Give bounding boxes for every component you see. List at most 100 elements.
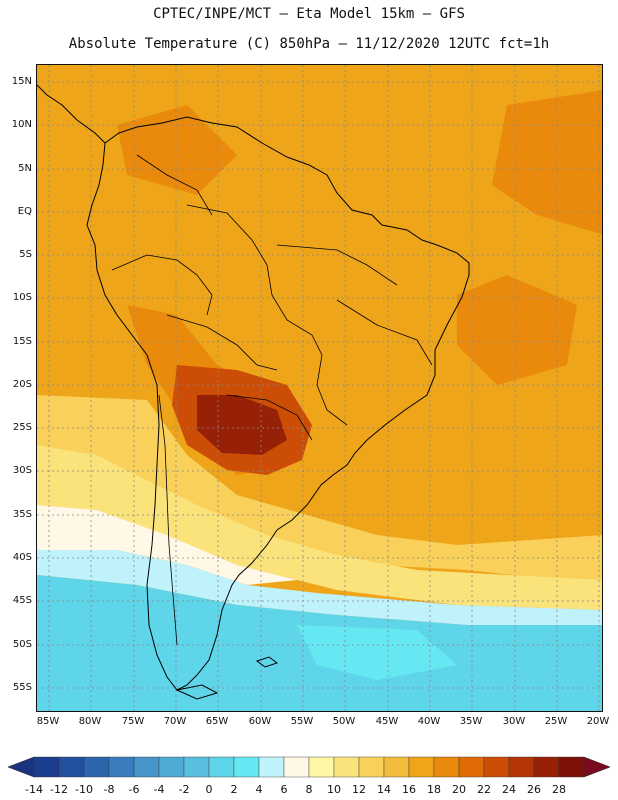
colorbar-label: 2 xyxy=(230,783,238,796)
colorbar-swatch xyxy=(533,756,560,778)
colorbar-label: 10 xyxy=(327,783,341,796)
lat-label-25s: 25S xyxy=(12,422,32,433)
lon-label-25w: 25W xyxy=(544,716,568,727)
lon-label-75w: 75W xyxy=(121,716,145,727)
lat-label-20s: 20S xyxy=(12,379,32,390)
lat-label-15n: 15N xyxy=(11,76,32,87)
lat-label-50s: 50S xyxy=(12,639,32,650)
colorbar-swatch xyxy=(58,756,85,778)
colorbar-swatch xyxy=(433,756,460,778)
peru-border xyxy=(111,254,213,316)
field-hottest-core xyxy=(197,395,287,455)
colorbar-label: 4 xyxy=(255,783,263,796)
colorbar-label: -2 xyxy=(178,783,190,796)
coastlines xyxy=(37,84,470,700)
lon-label-80w: 80W xyxy=(78,716,102,727)
field-cool-band xyxy=(37,445,602,610)
colorbar-swatch xyxy=(483,756,510,778)
colorbar-label: 24 xyxy=(502,783,516,796)
colorbar-swatch xyxy=(358,756,385,778)
central-america-coast xyxy=(37,84,106,144)
colorbar-label: 14 xyxy=(377,783,391,796)
colorbar-swatch xyxy=(558,756,585,778)
colorbar-label: 0 xyxy=(205,783,213,796)
colorbar-swatch xyxy=(133,756,160,778)
lon-label-55w: 55W xyxy=(290,716,314,727)
colorbar-swatch xyxy=(508,756,535,778)
colorbar-swatch xyxy=(333,756,360,778)
lon-label-50w: 50W xyxy=(332,716,356,727)
andes-border xyxy=(158,394,178,646)
colorbar-label: 28 xyxy=(552,783,566,796)
lat-label-55s: 55S xyxy=(12,682,32,693)
field-pale-cyan xyxy=(37,550,602,625)
state-border-1 xyxy=(276,244,398,286)
lon-label-30w: 30W xyxy=(502,716,526,727)
color-scale-bar xyxy=(8,756,610,778)
colorbar-label: 18 xyxy=(427,783,441,796)
temperature-map xyxy=(36,64,603,712)
lon-label-65w: 65W xyxy=(205,716,229,727)
colorbar-swatches xyxy=(33,756,585,778)
bolivia-border xyxy=(166,314,278,371)
colorbar-swatch xyxy=(383,756,410,778)
lat-label-15s: 15S xyxy=(12,336,32,347)
colorbar-label: -12 xyxy=(50,783,68,796)
lat-label-10n: 10N xyxy=(11,119,32,130)
colorbar-label: 22 xyxy=(477,783,491,796)
lat-label-40s: 40S xyxy=(12,552,32,563)
lon-label-70w: 70W xyxy=(163,716,187,727)
map-gridlines xyxy=(37,65,602,711)
colorbar-label: -6 xyxy=(128,783,140,796)
colorbar-label: -4 xyxy=(153,783,165,796)
lat-label-eq: EQ xyxy=(17,206,32,217)
lat-label-10s: 10S xyxy=(12,292,32,303)
map-title-line-2: Absolute Temperature (C) 850hPa – 11/12/… xyxy=(68,36,550,52)
colorbar-label: 8 xyxy=(305,783,313,796)
lon-label-20w: 20W xyxy=(586,716,610,727)
colorbar-label: 20 xyxy=(452,783,466,796)
colorbar-swatch xyxy=(33,756,60,778)
colorbar-swatch xyxy=(283,756,310,778)
colorbar-label: -14 xyxy=(25,783,43,796)
field-mild-band xyxy=(37,395,602,585)
lon-label-45w: 45W xyxy=(375,716,399,727)
colorbar-swatch xyxy=(208,756,235,778)
colorbar-label: -10 xyxy=(75,783,93,796)
colorbar-under-arrow xyxy=(8,756,35,778)
lat-label-45s: 45S xyxy=(12,595,32,606)
south-america-coastline xyxy=(86,116,470,691)
colorbar-swatch xyxy=(158,756,185,778)
falklands xyxy=(255,656,279,668)
tierra-del-fuego xyxy=(175,684,219,700)
colorbar-label: -8 xyxy=(103,783,115,796)
colorbar-label: 26 xyxy=(527,783,541,796)
field-warm-northeast xyxy=(492,90,602,235)
colorbar-swatch xyxy=(408,756,435,778)
lon-label-60w: 60W xyxy=(248,716,272,727)
brazil-west-border xyxy=(186,204,348,426)
lat-label-5n: 5N xyxy=(18,163,32,174)
lat-label-30s: 30S xyxy=(12,465,32,476)
map-title-line-1: CPTEC/INPE/MCT – Eta Model 15km – GFS xyxy=(153,6,465,22)
colorbar-swatch xyxy=(258,756,285,778)
colorbar-over-arrow xyxy=(583,756,610,778)
state-border-2 xyxy=(336,299,433,366)
colorbar-swatch xyxy=(83,756,110,778)
lat-label-5s: 5S xyxy=(19,249,32,260)
map-canvas xyxy=(37,65,602,711)
field-cream-band xyxy=(37,505,297,585)
field-cold-patch xyxy=(297,625,457,680)
colorbar-label: 16 xyxy=(402,783,416,796)
lat-label-35s: 35S xyxy=(12,509,32,520)
colorbar-swatch xyxy=(108,756,135,778)
country-borders xyxy=(111,154,433,646)
colorbar-swatch xyxy=(308,756,335,778)
colorbar-swatch xyxy=(458,756,485,778)
colorbar-label: 6 xyxy=(280,783,288,796)
paraguay-border xyxy=(226,394,313,441)
field-warm-north xyxy=(117,105,237,195)
colombia-border xyxy=(136,154,213,216)
lon-label-35w: 35W xyxy=(459,716,483,727)
colorbar-swatch xyxy=(183,756,210,778)
